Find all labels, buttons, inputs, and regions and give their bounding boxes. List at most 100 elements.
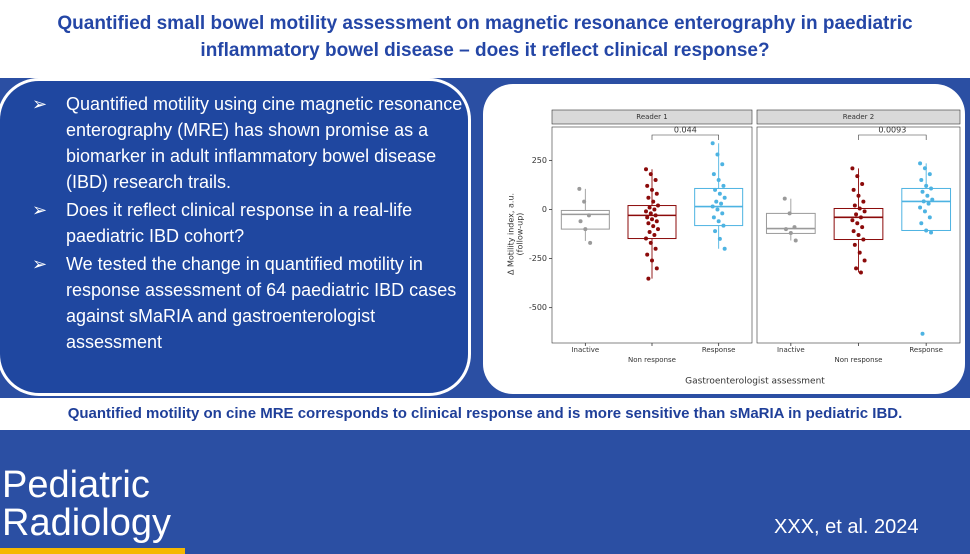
y-axis-label: (follow-up) [516, 213, 525, 256]
point [919, 178, 924, 183]
point [927, 172, 932, 177]
point [922, 209, 927, 214]
y-axis-label: Δ Motility index, a.u. [507, 193, 516, 275]
point [856, 233, 861, 237]
point [648, 211, 653, 216]
point [862, 209, 867, 214]
point [714, 199, 719, 204]
point [582, 199, 587, 204]
box [765, 212, 816, 234]
point [850, 218, 855, 223]
point [851, 229, 856, 234]
point [921, 199, 926, 204]
point [927, 215, 932, 220]
bullet: We tested the change in quantified motil… [0, 251, 468, 355]
point [656, 227, 660, 232]
point [856, 193, 861, 198]
point [650, 187, 654, 192]
y-tick-label: 250 [532, 156, 547, 165]
facet-title: Reader 2 [843, 113, 874, 121]
bracket [651, 134, 719, 140]
point [788, 231, 793, 236]
bracket [858, 134, 927, 140]
point [782, 196, 787, 201]
point [644, 167, 648, 172]
x-tick-label: Response [702, 346, 736, 354]
point [918, 161, 923, 166]
conclusion-band: Quantified motility on cine MRE correspo… [0, 398, 970, 430]
point [925, 193, 930, 198]
point [920, 189, 925, 194]
point [858, 270, 863, 275]
x-tick-label: Inactive [571, 346, 599, 354]
point [588, 240, 593, 245]
point [577, 186, 582, 191]
point [783, 227, 788, 232]
p-value: 0.044 [674, 126, 697, 135]
point [716, 178, 721, 183]
box [627, 205, 677, 240]
point [716, 219, 721, 224]
point [857, 206, 862, 211]
point [719, 201, 724, 206]
point [918, 205, 923, 210]
point [792, 225, 797, 230]
x-tick-label: Non response [628, 356, 676, 364]
summary-box: Quantified motility using cine magnetic … [0, 78, 471, 396]
point [787, 211, 792, 216]
journal-name: Pediatric Radiology [2, 466, 171, 542]
point [653, 178, 658, 183]
point [652, 207, 657, 212]
point [720, 162, 725, 167]
point [654, 219, 659, 224]
strip [756, 109, 961, 125]
point [654, 191, 659, 196]
point [861, 237, 866, 242]
point [862, 258, 867, 263]
journal-line: Radiology [2, 502, 171, 544]
point [924, 228, 929, 233]
x-tick-label: Response [909, 346, 943, 354]
point [929, 230, 934, 235]
point [793, 238, 798, 243]
point [711, 172, 716, 177]
point [717, 191, 722, 196]
point [653, 213, 658, 218]
point [586, 213, 591, 218]
point [721, 183, 726, 188]
point [645, 215, 650, 220]
y-tick-label: -250 [529, 254, 547, 263]
point [720, 211, 725, 216]
point [650, 258, 654, 263]
point [710, 204, 715, 209]
point [648, 172, 653, 177]
point [924, 183, 929, 188]
point [645, 183, 650, 188]
point [644, 209, 648, 214]
point [650, 217, 654, 222]
point [854, 212, 859, 217]
bullet: Does it reflect clinical response in a r… [0, 197, 468, 249]
point [919, 221, 924, 226]
point [646, 195, 651, 200]
chart: Δ Motility index, a.u. (follow-up) 250 0 -25… [507, 109, 961, 387]
accent-bar [0, 548, 185, 554]
point [855, 221, 860, 226]
point [651, 199, 656, 204]
title: Quantified small bowel motility assessme… [57, 13, 913, 61]
point [653, 246, 658, 251]
header: Quantified small bowel motility assessme… [0, 0, 970, 78]
point [647, 230, 652, 235]
x-tick-label: Inactive [777, 346, 805, 354]
conclusion: Quantified motility on cine MRE correspo… [67, 405, 903, 422]
point [930, 197, 935, 202]
point [926, 201, 931, 206]
point [651, 224, 656, 229]
point [860, 181, 865, 186]
point [929, 186, 934, 191]
point [710, 141, 715, 146]
point [713, 187, 718, 192]
point [644, 236, 648, 241]
point [920, 331, 925, 336]
